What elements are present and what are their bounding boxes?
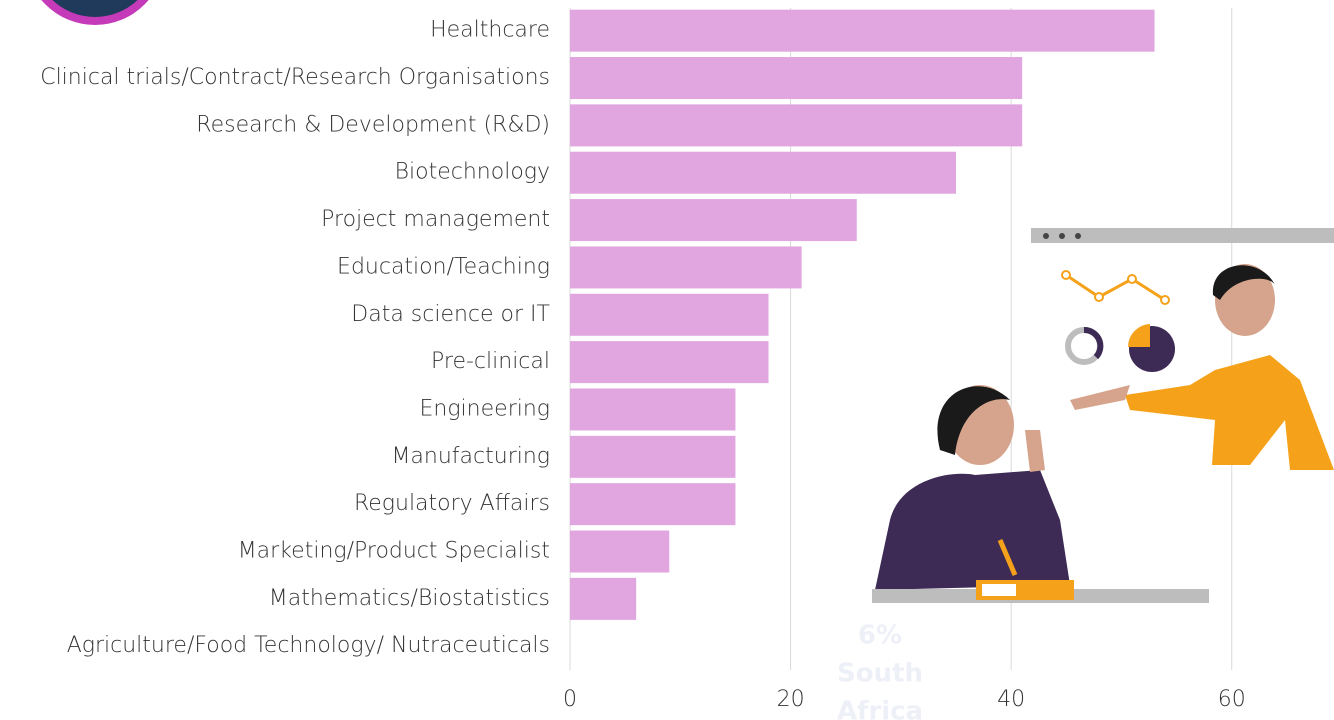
y-tick-label: Data science or IT	[351, 302, 550, 327]
x-tick-label: 60	[1218, 687, 1246, 712]
y-tick-label: Pre-clinical	[431, 349, 550, 374]
bar	[570, 388, 736, 431]
annotation: 6%	[858, 621, 902, 651]
annotation: Africa	[837, 697, 923, 720]
bar	[570, 199, 857, 242]
y-tick-label: Marketing/Product Specialist	[238, 539, 550, 564]
y-tick-label: Clinical trials/Contract/Research Organi…	[40, 65, 550, 90]
y-tick-label: Biotechnology	[395, 160, 550, 185]
annotation: South	[837, 659, 923, 689]
y-tick-label: Research & Development (R&D)	[196, 112, 550, 137]
bar	[570, 151, 957, 194]
x-tick-label: 0	[563, 687, 577, 712]
y-tick-label: Manufacturing	[391, 444, 550, 469]
bar	[570, 341, 769, 384]
bar	[570, 577, 637, 620]
y-tick-label: Project management	[321, 207, 550, 232]
y-tick-label: Mathematics/Biostatistics	[269, 586, 550, 611]
bar	[570, 483, 736, 526]
bars: Healthcare Clinical trials/Contract/Resea…	[40, 9, 1155, 658]
bar	[570, 9, 1155, 52]
y-tick-label: Regulatory Affairs	[354, 491, 550, 516]
annotation: 6% South Africa	[837, 621, 923, 720]
bar	[570, 246, 802, 289]
illustration	[872, 228, 1334, 603]
bar	[570, 530, 670, 573]
logo	[41, 0, 149, 25]
bar	[570, 57, 1023, 100]
y-tick-label: Engineering	[420, 396, 550, 421]
y-tick-label: Agriculture/Food Technology/ Nutraceutic…	[67, 633, 550, 658]
x-tick-label: 20	[777, 687, 805, 712]
bar	[570, 104, 1023, 147]
x-tick-label: 40	[997, 687, 1025, 712]
y-tick-label: Healthcare	[430, 18, 550, 43]
bar	[570, 293, 769, 336]
y-tick-label: Education/Teaching	[337, 254, 550, 279]
bar	[570, 435, 736, 478]
